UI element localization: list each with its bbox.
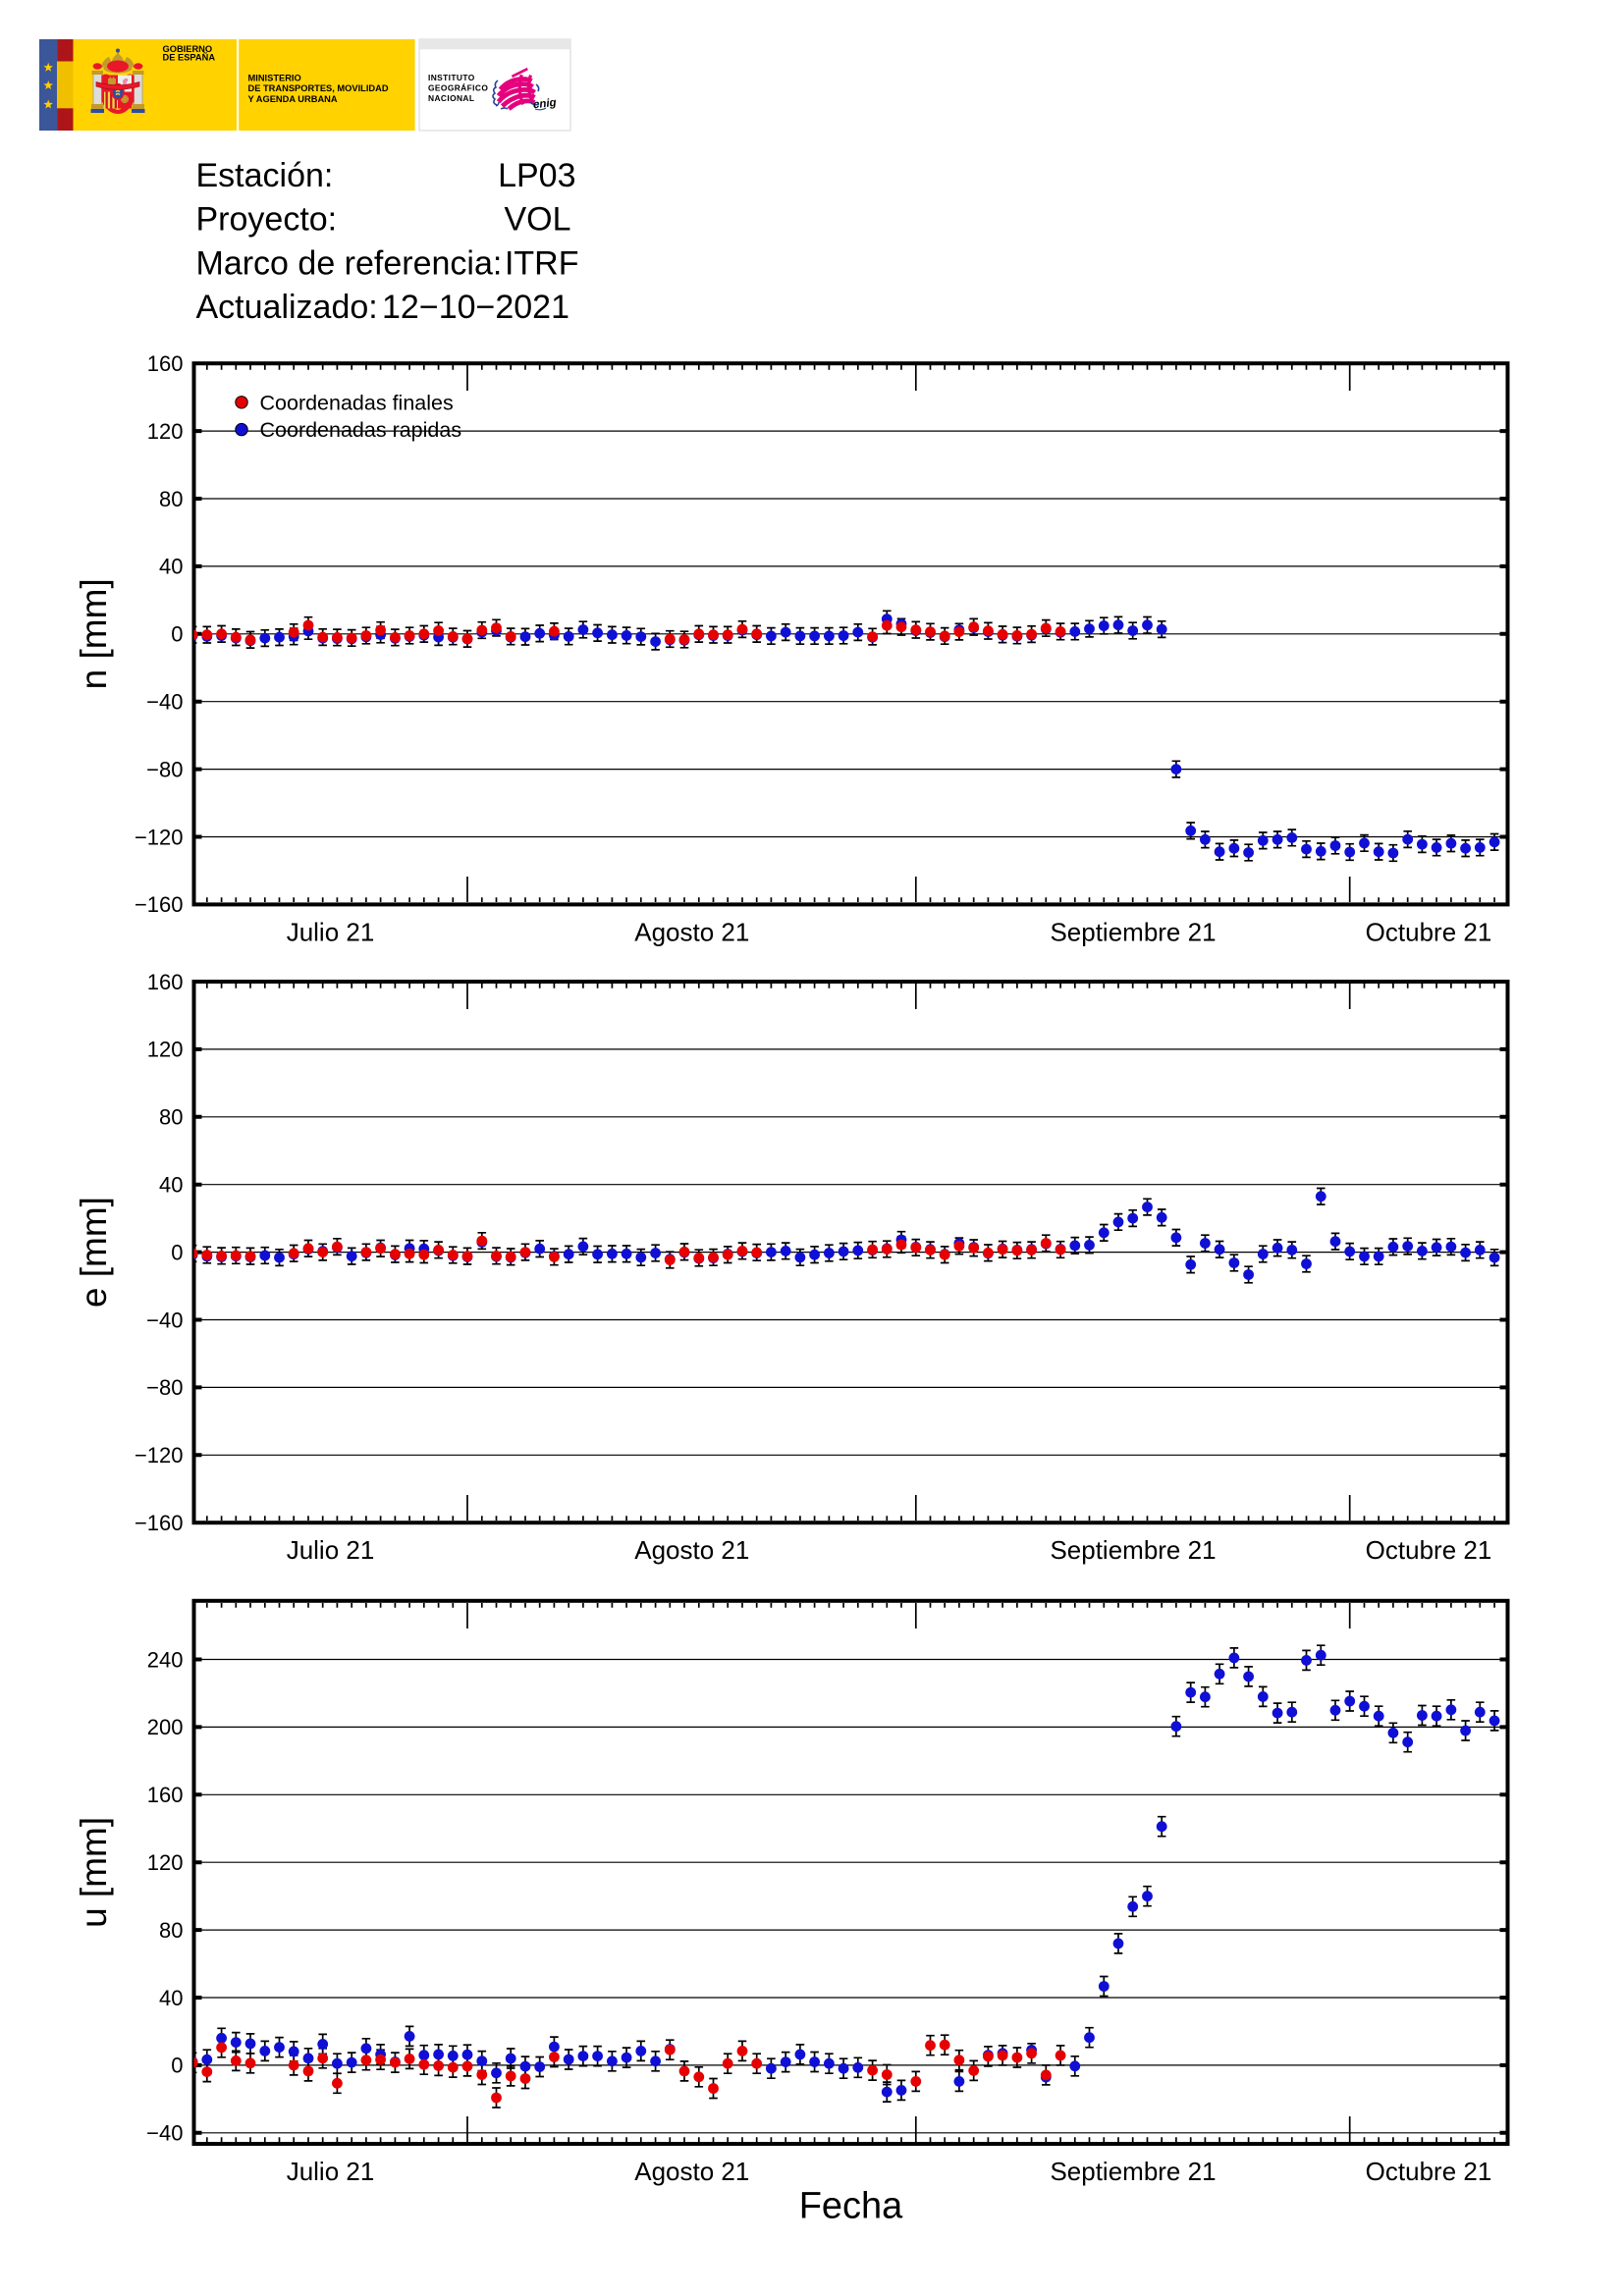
svg-text:40: 40	[159, 555, 183, 579]
svg-text:n [mm]: n [mm]	[74, 578, 114, 689]
svg-text:Septiembre 21: Septiembre 21	[1050, 1535, 1216, 1565]
svg-text:120: 120	[147, 1038, 184, 1062]
svg-text:0: 0	[171, 622, 183, 647]
svg-text:DE ESPAÑA: DE ESPAÑA	[163, 52, 216, 62]
svg-text:−160: −160	[135, 1511, 184, 1535]
svg-text:160: 160	[147, 1783, 184, 1807]
svg-text:GEOGRÁFICO: GEOGRÁFICO	[428, 82, 488, 93]
svg-text:Julio 21: Julio 21	[287, 2157, 375, 2186]
svg-text:−40: −40	[146, 690, 183, 715]
svg-text:Agosto 21: Agosto 21	[634, 2157, 749, 2186]
svg-text:0: 0	[171, 1240, 183, 1264]
svg-text:−160: −160	[135, 892, 184, 917]
svg-text:Coordenadas rapidas: Coordenadas rapidas	[260, 418, 462, 442]
svg-text:80: 80	[159, 1105, 183, 1130]
svg-text:160: 160	[147, 970, 184, 994]
svg-text:DE TRANSPORTES, MOVILIDAD: DE TRANSPORTES, MOVILIDAD	[248, 83, 389, 93]
svg-text:Fecha: Fecha	[799, 2186, 903, 2227]
svg-text:Julio 21: Julio 21	[287, 1535, 375, 1565]
svg-text:Actualizado:: Actualizado:	[196, 289, 378, 326]
svg-text:−120: −120	[135, 1443, 184, 1468]
svg-text:LP03: LP03	[498, 157, 575, 194]
svg-text:Septiembre 21: Septiembre 21	[1050, 917, 1216, 946]
svg-text:MINISTERIO: MINISTERIO	[248, 74, 301, 83]
svg-text:NACIONAL: NACIONAL	[428, 93, 474, 103]
svg-text:12−10−2021: 12−10−2021	[382, 289, 569, 326]
svg-text:120: 120	[147, 419, 184, 444]
svg-text:−80: −80	[146, 757, 183, 781]
svg-text:Agosto 21: Agosto 21	[634, 1535, 749, 1565]
svg-text:VOL: VOL	[504, 201, 570, 239]
svg-text:Octubre 21: Octubre 21	[1366, 917, 1492, 946]
svg-text:−80: −80	[146, 1375, 183, 1400]
svg-text:INSTITUTO: INSTITUTO	[428, 73, 475, 82]
svg-text:Julio 21: Julio 21	[287, 917, 375, 946]
svg-text:−120: −120	[135, 825, 184, 849]
svg-text:Estación:: Estación:	[196, 157, 334, 194]
svg-text:200: 200	[147, 1715, 184, 1739]
svg-text:Coordenadas finales: Coordenadas finales	[260, 391, 454, 414]
svg-text:Octubre 21: Octubre 21	[1366, 1535, 1492, 1565]
svg-text:Proyecto:: Proyecto:	[196, 201, 338, 239]
svg-text:ITRF: ITRF	[505, 244, 579, 282]
svg-text:Agosto 21: Agosto 21	[634, 917, 749, 946]
svg-text:160: 160	[147, 351, 184, 376]
svg-text:−40: −40	[146, 2121, 183, 2146]
svg-text:Octubre 21: Octubre 21	[1366, 2157, 1492, 2186]
svg-text:80: 80	[159, 487, 183, 511]
svg-text:80: 80	[159, 1918, 183, 1943]
svg-text:Marco de referencia:: Marco de referencia:	[196, 244, 503, 282]
svg-text:Y AGENDA URBANA: Y AGENDA URBANA	[248, 94, 338, 104]
svg-text:40: 40	[159, 1986, 183, 2010]
svg-text:u [mm]: u [mm]	[74, 1817, 114, 1928]
svg-text:40: 40	[159, 1173, 183, 1198]
svg-text:Septiembre 21: Septiembre 21	[1050, 2157, 1216, 2186]
svg-text:0: 0	[171, 2054, 183, 2078]
svg-text:cnig: cnig	[532, 97, 557, 111]
svg-text:e [mm]: e [mm]	[74, 1197, 114, 1308]
svg-text:GOBIERNO: GOBIERNO	[163, 44, 213, 54]
svg-text:120: 120	[147, 1850, 184, 1875]
svg-text:−40: −40	[146, 1308, 183, 1332]
svg-text:240: 240	[147, 1647, 184, 1672]
